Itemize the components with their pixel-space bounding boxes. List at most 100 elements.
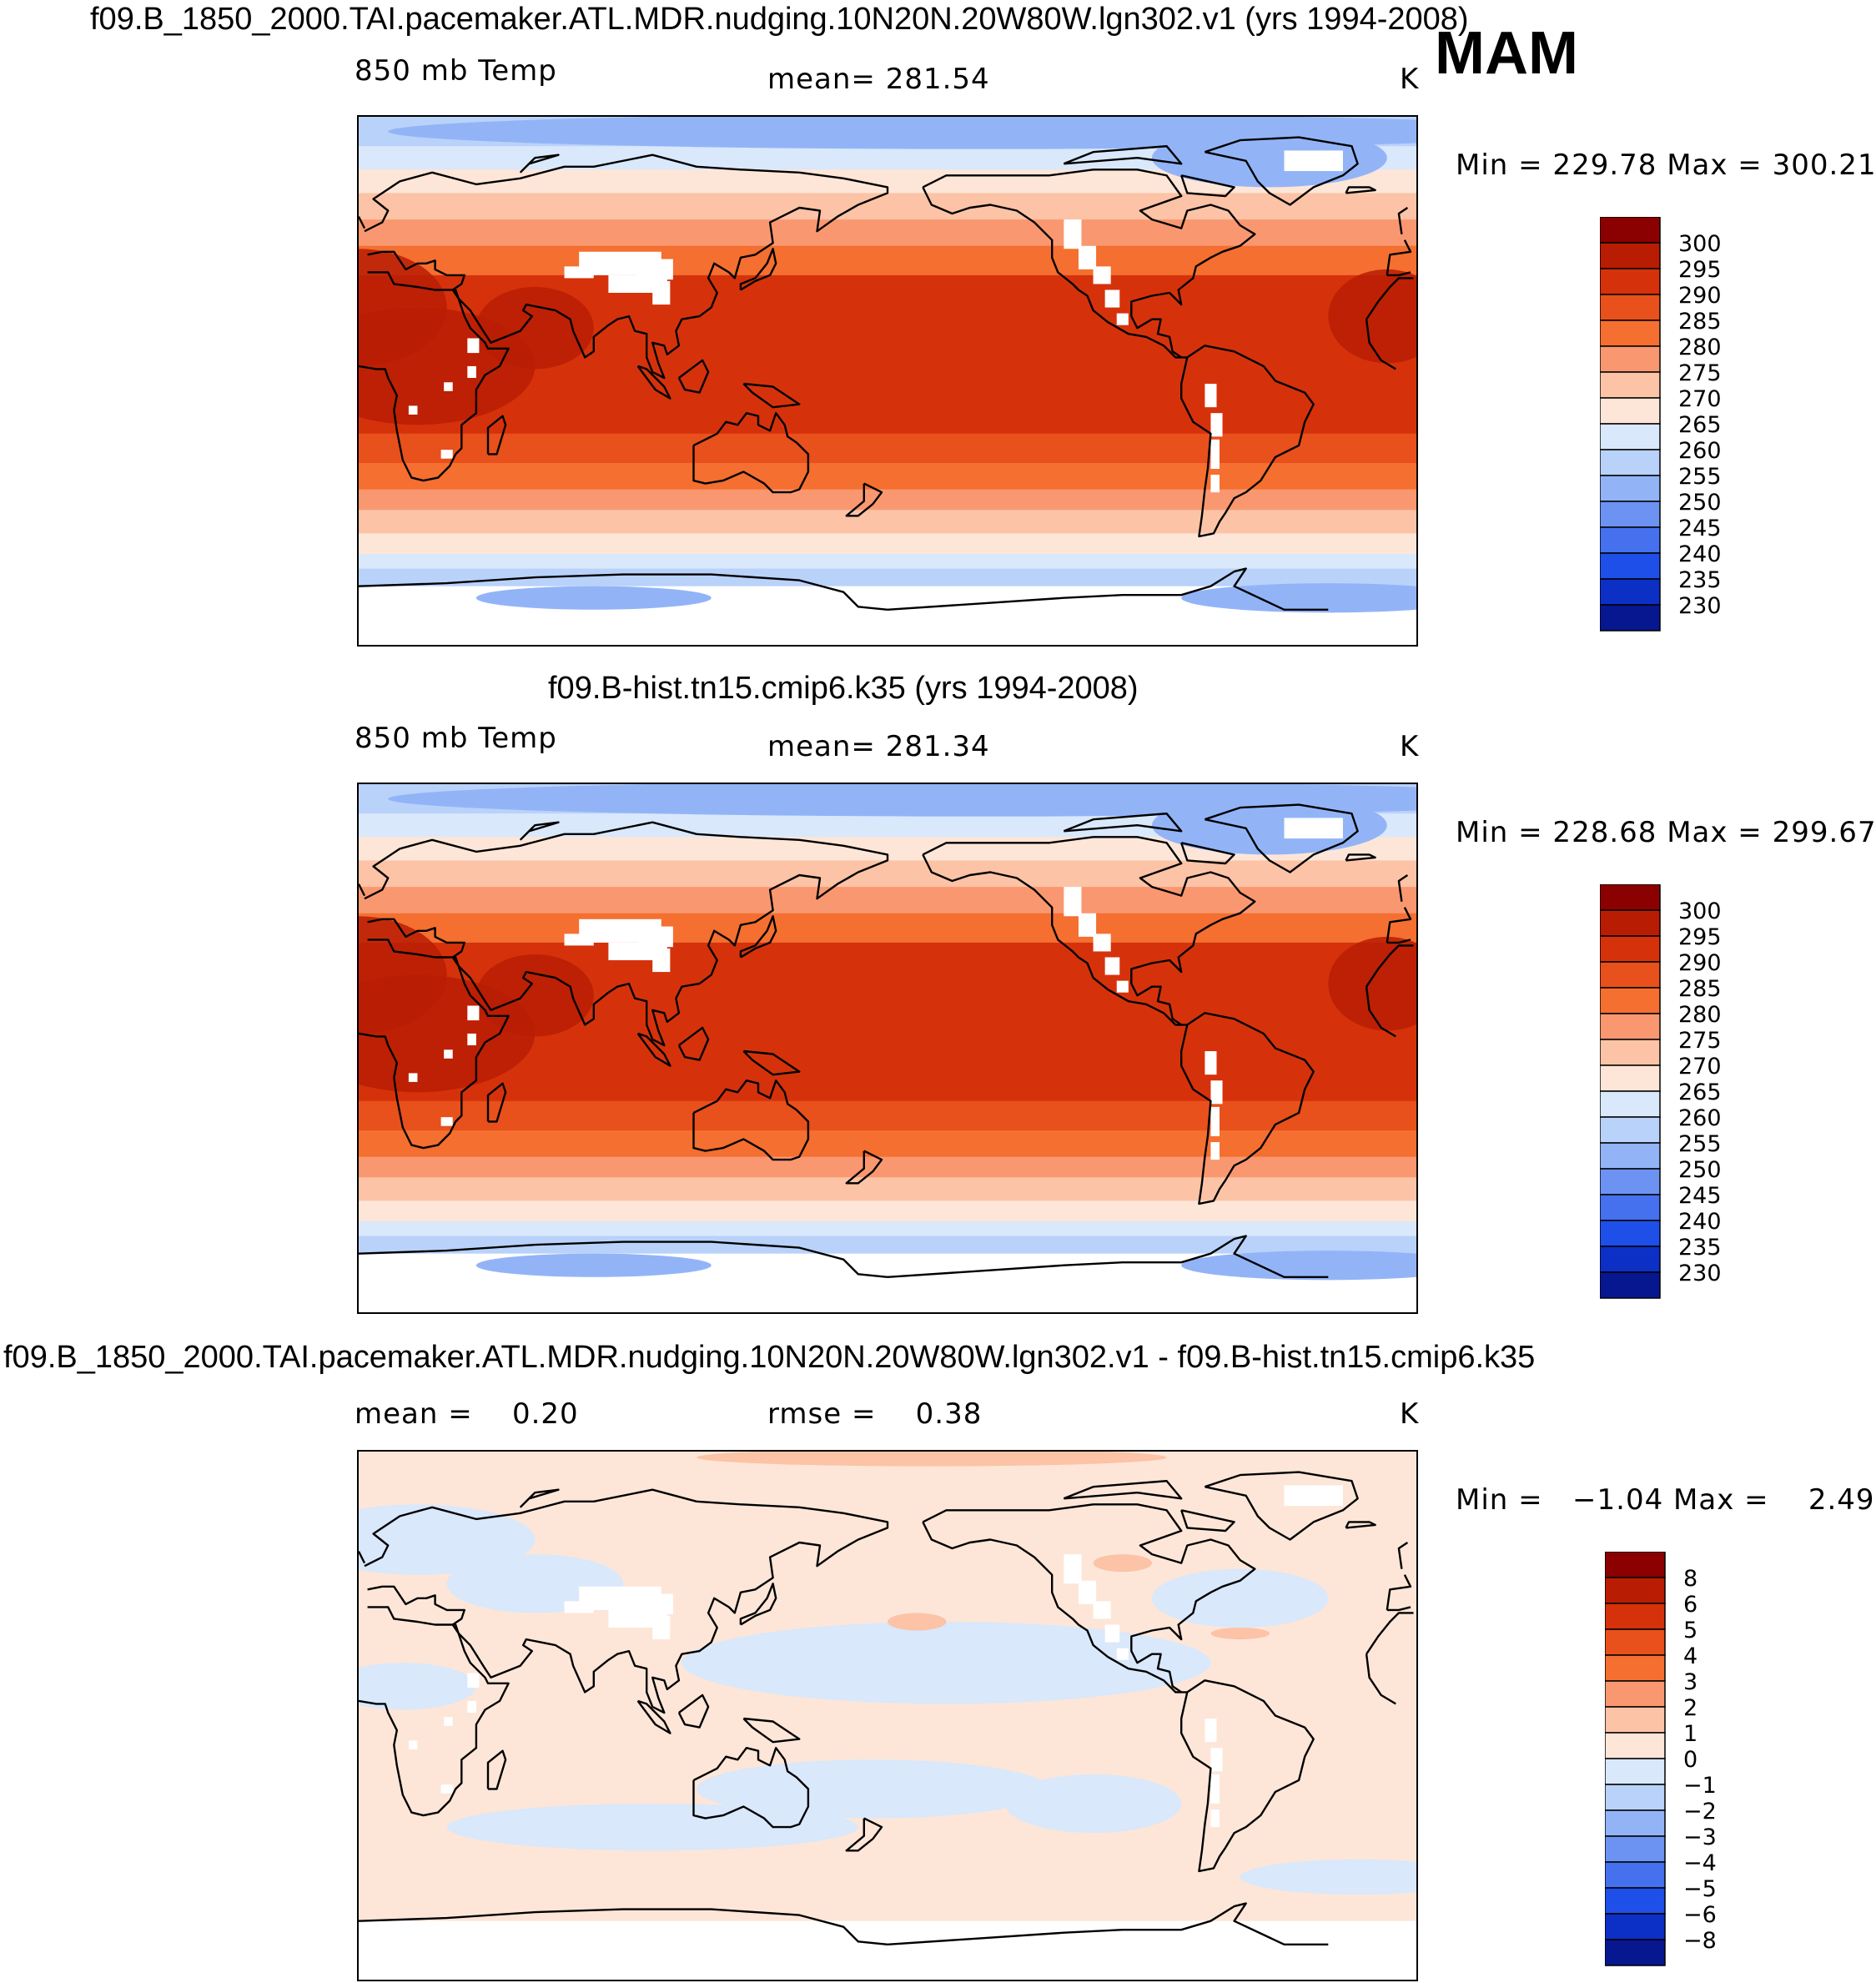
coastline: [1205, 803, 1359, 873]
field-band: [359, 1156, 1416, 1178]
panel1-colorbar: 3002952902852802752702652602552502452402…: [1600, 217, 1722, 632]
colorbar-tick-label: −5: [1683, 1876, 1717, 1902]
colorbar-box: [1600, 423, 1661, 450]
field-band: [359, 1920, 1416, 1980]
coastline: [742, 1049, 801, 1076]
field-band: [359, 860, 1416, 888]
field-band: [359, 568, 1416, 587]
colorbar-tick-label: −3: [1683, 1824, 1717, 1850]
cold-patch: [475, 586, 712, 610]
coastline: [359, 1235, 1329, 1278]
negative-anomaly: [681, 1621, 1211, 1704]
missing-data-patch: [637, 259, 673, 280]
positive-anomaly: [1210, 1628, 1270, 1640]
cold-patch: [1181, 583, 1416, 613]
colorbar-box: [1605, 1835, 1666, 1863]
coastline: [364, 154, 1412, 380]
warm-core: [475, 954, 594, 1037]
negative-anomaly: [359, 1663, 476, 1710]
panel1-map: [357, 115, 1418, 647]
panel2-map: [357, 783, 1418, 1314]
colorbar-tick-label: 4: [1683, 1643, 1697, 1669]
field-band: [359, 433, 1416, 464]
missing-data-patch: [1284, 150, 1343, 172]
panel2-colorbar: 3002952902852802752702652602552502452402…: [1600, 884, 1722, 1299]
colorbar-box: [1605, 1913, 1666, 1940]
missing-data-patch: [1064, 887, 1082, 917]
coastline: [364, 821, 1412, 1047]
colorbar-tick-label: 280: [1678, 335, 1722, 360]
season-label: MAM: [1435, 20, 1578, 87]
colorbar-tick-label: 235: [1678, 567, 1722, 593]
colorbar-tick-label: 300: [1678, 231, 1722, 257]
warm-core: [1328, 269, 1416, 364]
missing-data-patch: [564, 266, 594, 279]
field-band: [359, 462, 1416, 491]
colorbar-box: [1600, 1246, 1661, 1273]
colorbar-tick-label: 0: [1683, 1747, 1697, 1773]
field-band: [359, 887, 1416, 914]
panel1-unit-label: K: [1400, 63, 1420, 96]
missing-data-patch: [1093, 266, 1111, 284]
colorbar-box: [1600, 552, 1661, 580]
missing-data-patch: [1064, 1554, 1082, 1584]
positive-anomaly: [1093, 1554, 1152, 1573]
field-band: [359, 533, 1416, 555]
colorbar-box: [1600, 397, 1661, 425]
coastline: [636, 1032, 671, 1067]
panel3-map: [357, 1450, 1418, 1981]
colorbar-tick-label: 265: [1678, 412, 1722, 438]
coastline: [739, 1583, 777, 1626]
missing-data-patch: [1205, 384, 1217, 408]
coastline: [359, 567, 1329, 611]
coastline: [739, 915, 777, 959]
missing-data-patch: [1093, 1601, 1111, 1619]
colorbar-box: [1605, 1577, 1666, 1604]
coastline: [742, 1717, 801, 1744]
panel2-unit-label: K: [1400, 730, 1420, 763]
coastline: [1205, 136, 1359, 206]
colorbar-tick-label: 270: [1678, 1054, 1722, 1080]
panel3-mean-label: mean = 0.20: [355, 1397, 579, 1431]
colorbar-box: [1600, 371, 1661, 399]
negative-anomaly: [1240, 1859, 1416, 1895]
colorbar-box: [1600, 884, 1661, 911]
coastline: [922, 836, 1256, 1026]
missing-data-patch: [444, 1049, 453, 1059]
colorbar-tick-label: 1: [1683, 1721, 1697, 1747]
field-band: [359, 489, 1416, 511]
coastline: [692, 1080, 810, 1161]
colorbar-box: [1600, 268, 1661, 295]
coastline: [677, 359, 710, 394]
missing-data-patch: [1104, 289, 1120, 308]
missing-data-patch: [440, 1117, 453, 1126]
panel3-rmse-label: rmse = 0.38: [767, 1397, 983, 1431]
colorbar-box: [1600, 1142, 1661, 1170]
negative-anomaly: [446, 1804, 858, 1851]
missing-data-patch: [1210, 1142, 1220, 1160]
colorbar-box: [1600, 345, 1661, 373]
colorbar-box: [1600, 1039, 1661, 1066]
missing-data-patch: [1205, 1051, 1217, 1075]
missing-data-patch: [1210, 439, 1220, 469]
colorbar-box: [1600, 294, 1661, 321]
field-band: [359, 1221, 1416, 1237]
colorbar-box: [1600, 987, 1661, 1014]
coastline: [845, 1817, 883, 1852]
coastline: [742, 382, 801, 409]
coastline: [922, 169, 1256, 359]
coastline: [359, 207, 1409, 234]
missing-data-patch: [1210, 1106, 1220, 1136]
missing-data-patch: [1078, 1580, 1097, 1604]
missing-data-patch: [467, 338, 480, 354]
missing-data-patch: [467, 365, 476, 378]
colorbar-box: [1600, 1116, 1661, 1144]
panel3-unit-label: K: [1400, 1397, 1420, 1431]
panel3-minmax-label: Min = −1.04 Max = 2.49: [1456, 1483, 1875, 1517]
cold-patch: [388, 117, 1416, 149]
missing-data-patch: [1210, 1774, 1220, 1804]
colorbar-tick-label: −1: [1683, 1773, 1717, 1799]
field-band: [359, 1100, 1416, 1131]
field-band: [359, 1177, 1416, 1201]
